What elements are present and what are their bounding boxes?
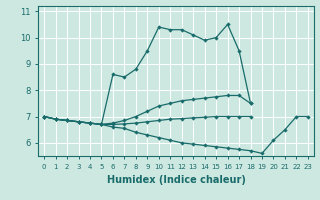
X-axis label: Humidex (Indice chaleur): Humidex (Indice chaleur) [107,175,245,185]
